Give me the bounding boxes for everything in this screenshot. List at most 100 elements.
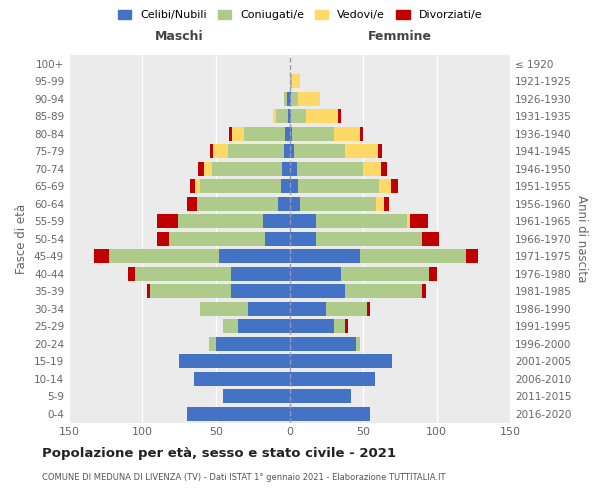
Bar	[338, 109, 341, 124]
Bar	[292, 74, 300, 88]
Bar	[284, 144, 290, 158]
Bar	[216, 336, 290, 351]
Bar	[316, 232, 422, 246]
Bar	[291, 109, 305, 124]
Bar	[429, 266, 437, 281]
Bar	[290, 389, 351, 404]
Bar	[380, 162, 386, 176]
Bar	[334, 126, 360, 141]
Bar	[407, 214, 410, 228]
Bar	[290, 179, 298, 194]
Bar	[128, 266, 135, 281]
Bar	[341, 266, 429, 281]
Bar	[228, 144, 284, 158]
Bar	[290, 284, 346, 298]
Bar	[297, 162, 363, 176]
Text: COMUNE DI MEDUNA DI LIVENZA (TV) - Dati ISTAT 1° gennaio 2021 - Elaborazione TUT: COMUNE DI MEDUNA DI LIVENZA (TV) - Dati …	[42, 472, 445, 482]
Bar	[376, 196, 383, 211]
Bar	[346, 284, 422, 298]
Bar	[360, 126, 363, 141]
Bar	[199, 162, 204, 176]
Legend: Celibi/Nubili, Coniugati/e, Vedovi/e, Divorziati/e: Celibi/Nubili, Coniugati/e, Vedovi/e, Di…	[113, 6, 487, 25]
Bar	[379, 179, 391, 194]
Bar	[290, 249, 360, 264]
Bar	[290, 232, 316, 246]
Bar	[290, 92, 291, 106]
Bar	[383, 196, 389, 211]
Bar	[290, 74, 292, 88]
Bar	[248, 302, 290, 316]
Bar	[346, 319, 348, 334]
Bar	[294, 144, 346, 158]
Bar	[285, 126, 290, 141]
Bar	[263, 214, 290, 228]
Bar	[200, 302, 248, 316]
Bar	[290, 406, 370, 421]
Bar	[290, 354, 392, 368]
Bar	[290, 266, 341, 281]
Bar	[109, 249, 219, 264]
Bar	[282, 162, 290, 176]
Bar	[281, 179, 290, 194]
Bar	[290, 162, 297, 176]
Bar	[363, 162, 380, 176]
Bar	[290, 144, 294, 158]
Bar	[150, 284, 230, 298]
Bar	[290, 336, 356, 351]
Bar	[219, 249, 290, 264]
Bar	[300, 196, 376, 211]
Bar	[187, 196, 197, 211]
Bar	[135, 266, 230, 281]
Bar	[422, 284, 426, 298]
Bar	[360, 249, 466, 264]
Bar	[378, 144, 382, 158]
Bar	[278, 196, 290, 211]
Bar	[230, 284, 290, 298]
Bar	[190, 179, 196, 194]
Bar	[187, 406, 290, 421]
Bar	[284, 92, 287, 106]
Bar	[346, 144, 378, 158]
Bar	[290, 109, 291, 124]
Bar	[157, 232, 169, 246]
Bar	[94, 249, 109, 264]
Bar	[290, 196, 300, 211]
Bar	[197, 196, 278, 211]
Bar	[204, 162, 212, 176]
Bar	[367, 302, 370, 316]
Text: Maschi: Maschi	[155, 30, 203, 43]
Bar	[200, 179, 281, 194]
Bar	[298, 92, 320, 106]
Bar	[287, 92, 290, 106]
Bar	[230, 266, 290, 281]
Bar	[290, 372, 375, 386]
Bar	[244, 126, 285, 141]
Bar	[229, 126, 232, 141]
Bar	[147, 284, 150, 298]
Bar	[298, 179, 379, 194]
Bar	[232, 126, 244, 141]
Bar	[223, 319, 238, 334]
Y-axis label: Fasce di età: Fasce di età	[16, 204, 28, 274]
Bar	[290, 319, 334, 334]
Bar	[157, 214, 178, 228]
Bar	[213, 144, 228, 158]
Bar	[265, 232, 290, 246]
Bar	[326, 302, 367, 316]
Bar	[466, 249, 478, 264]
Bar	[196, 179, 200, 194]
Bar	[194, 372, 290, 386]
Y-axis label: Anni di nascita: Anni di nascita	[575, 195, 588, 282]
Bar	[212, 162, 282, 176]
Bar	[316, 214, 407, 228]
Bar	[290, 126, 292, 141]
Bar	[179, 354, 290, 368]
Bar	[274, 109, 276, 124]
Bar	[290, 214, 316, 228]
Bar	[223, 389, 290, 404]
Bar	[422, 232, 439, 246]
Bar	[276, 109, 288, 124]
Bar	[209, 336, 216, 351]
Bar	[291, 92, 298, 106]
Bar	[391, 179, 398, 194]
